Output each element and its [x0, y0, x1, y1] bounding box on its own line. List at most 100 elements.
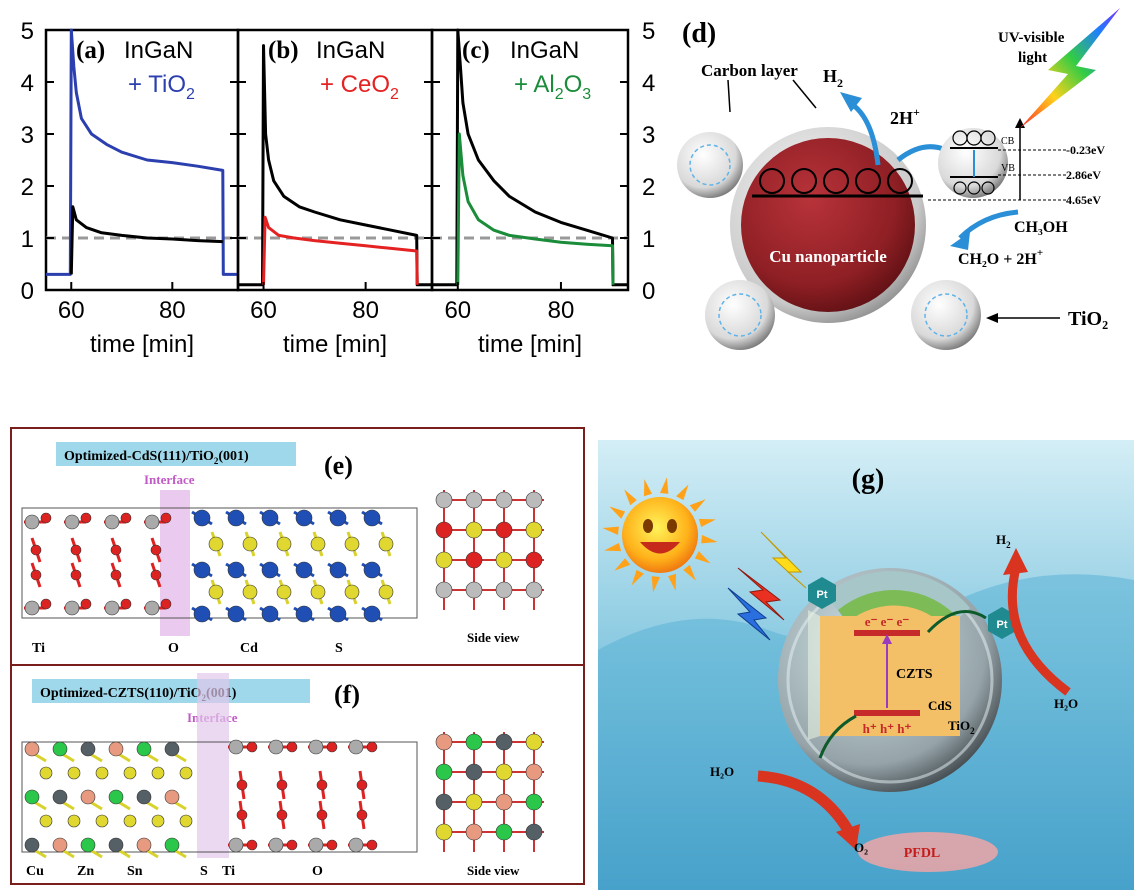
cd-atom: [261, 605, 279, 623]
side-atom: [465, 793, 483, 811]
czts-atom: [52, 789, 68, 805]
x-tick-label: 60: [444, 297, 471, 324]
o-atom: [30, 544, 42, 556]
o-atom: [246, 839, 258, 851]
panel-e-atom-label-cd: Cd: [240, 641, 258, 656]
tio2-sphere-bottom-left: [705, 280, 775, 350]
y-tick-label: 3: [21, 122, 34, 149]
ti-atom: [104, 600, 120, 616]
side-atom: [525, 521, 543, 539]
panel-f-atom-label-o: O: [312, 864, 323, 879]
side-atom: [495, 581, 513, 599]
charts-abc: 60 80 time [min] 0 1 2 3 4 5 (a) InGaN + TiO2 60 80 ti…: [21, 18, 656, 358]
s-atom: [123, 814, 137, 828]
series-line-0: [46, 28, 238, 276]
panel-e-interface-band: [160, 490, 190, 636]
series-line-0: [432, 28, 628, 287]
panel-f-atom-label-zn: Zn: [77, 864, 94, 879]
panel-f-atom-label-ti: Ti: [222, 864, 235, 879]
methanol-arrow: [958, 209, 1019, 240]
ch3oh-label: CH₃OH: [1014, 219, 1068, 236]
annotation-line2: + TiO2: [128, 71, 195, 103]
o-atom: [160, 598, 172, 610]
panel-e-lattice: [24, 509, 394, 623]
light-bolt-blue-icon: [727, 587, 771, 641]
light-bolt-yellow-icon: [760, 531, 807, 589]
panel-e-atom-label-o: O: [168, 641, 179, 656]
cds-label: CdS: [928, 698, 952, 713]
side-atom: [465, 581, 483, 599]
s-atom: [310, 584, 326, 600]
side-atom: [495, 763, 513, 781]
o-atom: [30, 569, 42, 581]
cd-atom: [227, 605, 245, 623]
czts-atom: [108, 789, 124, 805]
panel-label: (b): [268, 37, 299, 64]
y-tick-label: 4: [642, 70, 655, 97]
panel-e-label: (e): [324, 451, 353, 480]
ti-atom: [24, 600, 40, 616]
svg-text:Pt: Pt: [817, 589, 828, 601]
x-tick-label: 80: [352, 297, 379, 324]
x-tick-label: 80: [159, 297, 186, 324]
panel-e-interface-label: Interface: [144, 472, 195, 487]
panel-e-title-box: [56, 442, 296, 466]
o-atom: [40, 598, 52, 610]
h2o-right-label: H₂O: [1054, 696, 1078, 711]
panel-g-label: (g): [852, 464, 885, 495]
o-atom: [70, 569, 82, 581]
chart-panel-2: 60 80 time [min] 0 1 2 3 4 5 (c) InGaN + Al2O3: [430, 18, 655, 358]
energy-carbon: 4.65eV: [1066, 193, 1101, 207]
cu-nanoparticle: [741, 138, 915, 312]
side-atom: [495, 551, 513, 569]
side-atom: [495, 823, 513, 841]
panel-e-atom-label-ti: Ti: [32, 641, 45, 656]
o-atom: [70, 544, 82, 556]
s-atom: [67, 766, 81, 780]
cd-atom: [193, 509, 211, 527]
side-atom: [435, 763, 453, 781]
light-bolt-red-icon: [737, 567, 785, 621]
o-atom: [326, 741, 338, 753]
ti-atom: [268, 837, 284, 853]
carbon-layer-label: Carbon layer: [701, 61, 798, 80]
s-atom: [344, 536, 360, 552]
side-atom: [525, 733, 543, 751]
o-atom: [316, 779, 328, 791]
side-atom: [435, 581, 453, 599]
panel-d: (d) Carbon layer Cu nanoparticle H2 2H+: [677, 8, 1120, 350]
panel-g: (g) e⁻ e⁻ e⁻ h⁺ h⁺ h⁺ CZTS CdS TiO2 Pt P…: [598, 440, 1134, 890]
o-atom: [80, 598, 92, 610]
side-atom: [435, 491, 453, 509]
ch2o-label: CH₂O + 2H+: [958, 247, 1043, 268]
cd-atom: [193, 561, 211, 579]
h2-label: H2: [823, 66, 843, 90]
s-atom: [276, 536, 292, 552]
o-atom: [80, 512, 92, 524]
panel-f-lattice: [24, 739, 378, 859]
y-tick-label: 2: [642, 174, 655, 201]
o-atom: [286, 839, 298, 851]
panel-label: (a): [76, 37, 105, 64]
electrons-label: e⁻ e⁻ e⁻: [865, 614, 910, 629]
s-atom: [378, 584, 394, 600]
s-atom: [39, 766, 53, 780]
carbon-arrow-1: [727, 79, 731, 113]
tio2-g-label: TiO2: [948, 718, 975, 736]
o-atom: [276, 779, 288, 791]
plot-frame: [430, 28, 630, 292]
panel-e-atom-label-s: S: [335, 641, 343, 656]
side-atom: [525, 581, 543, 599]
x-tick-label: 60: [58, 297, 85, 324]
pfdl-label: PFDL: [904, 846, 941, 861]
o-atom: [150, 544, 162, 556]
uv-light-bolt-icon: [1020, 8, 1120, 128]
pt-catalyst-1: Pt: [808, 577, 836, 609]
s-atom: [208, 536, 224, 552]
panel-f-title-box: [32, 679, 310, 703]
ti-atom: [308, 739, 324, 755]
uv-light-label-2: light: [1018, 50, 1047, 66]
s-atom: [208, 584, 224, 600]
cd-atom: [329, 605, 347, 623]
vb-bar: [854, 710, 920, 716]
